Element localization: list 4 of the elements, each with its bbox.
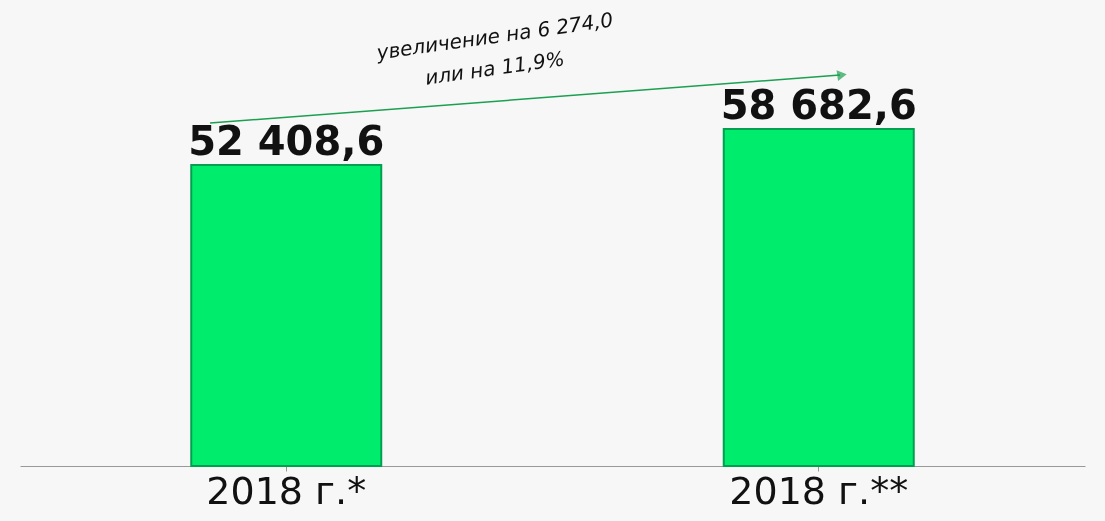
data-label: 52 408,6 [188,118,385,164]
x-tick-label: 2018 г.** [729,468,909,513]
x-tick-label: 2018 г.* [206,468,367,513]
data-label: 58 682,6 [720,81,917,128]
